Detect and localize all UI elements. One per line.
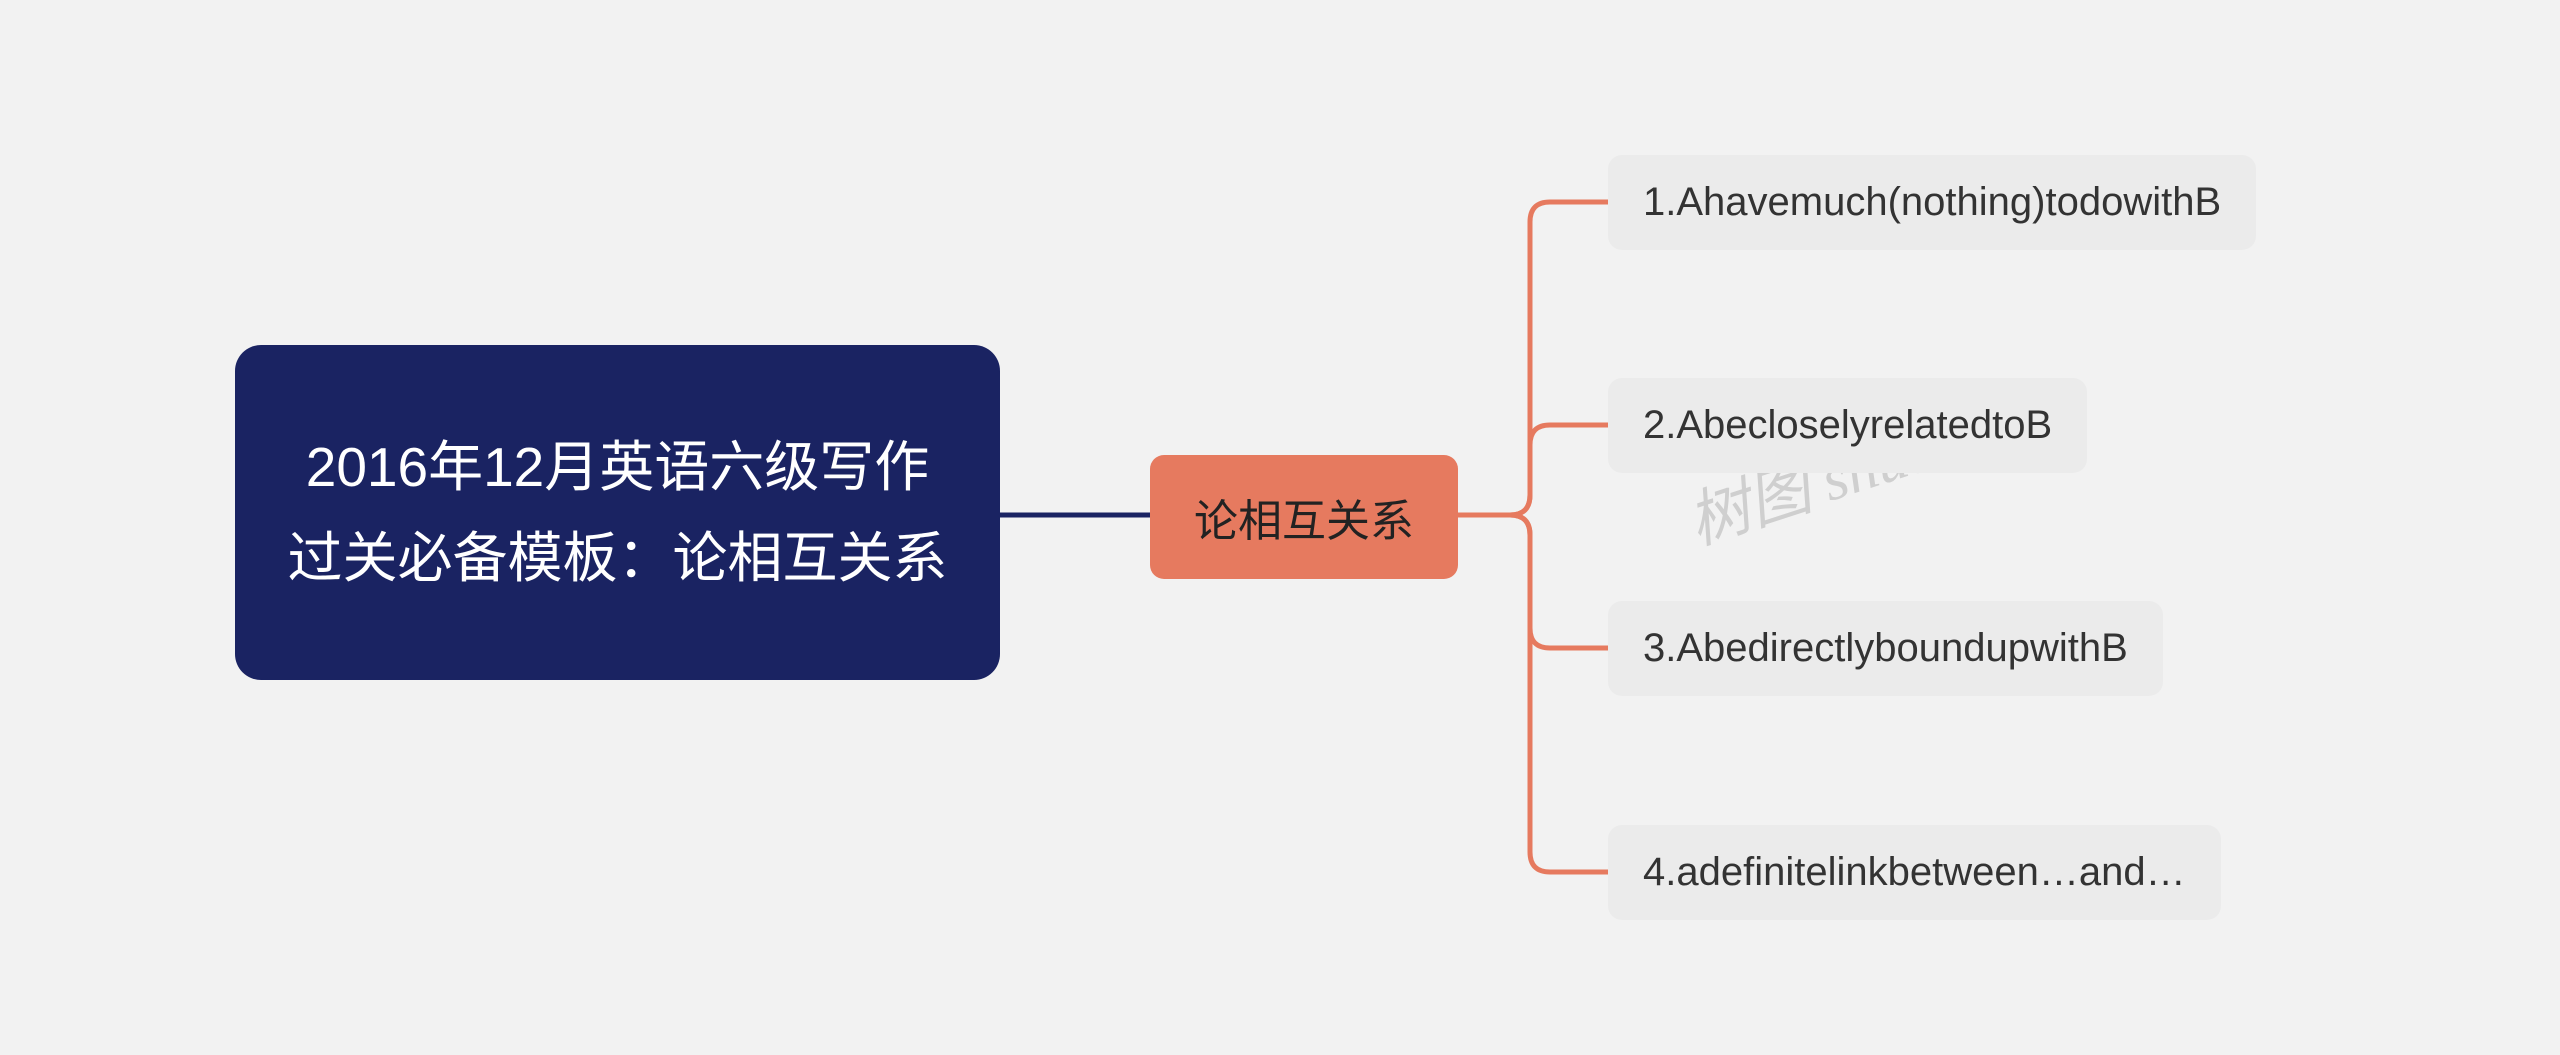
leaf-node-3[interactable]: 3.AbedirectlyboundupwithB — [1608, 601, 2163, 696]
connector-sub-leaf-3 — [1458, 515, 1608, 648]
connector-sub-leaf-1 — [1458, 202, 1608, 515]
leaf-text: 1.Ahavemuch(nothing)todowithB — [1643, 180, 2221, 225]
leaf-text: 4.adefinitelinkbetween…and… — [1643, 850, 2186, 895]
connector-sub-leaf-4 — [1458, 515, 1608, 872]
sub-node[interactable]: 论相互关系 — [1150, 455, 1458, 579]
leaf-node-1[interactable]: 1.Ahavemuch(nothing)todowithB — [1608, 155, 2256, 250]
root-node[interactable]: 2016年12月英语六级写作过关必备模板：论相互关系 — [235, 345, 1000, 680]
mindmap-container: 树图 shutu.cn 树图 shutu.cn 2016年12月英语六级写作过关… — [0, 0, 2560, 1055]
root-node-text: 2016年12月英语六级写作过关必备模板：论相互关系 — [285, 422, 950, 604]
sub-node-text: 论相互关系 — [1194, 485, 1414, 549]
leaf-text: 2.AbecloselyrelatedtoB — [1643, 403, 2052, 448]
leaf-node-2[interactable]: 2.AbecloselyrelatedtoB — [1608, 378, 2087, 473]
leaf-node-4[interactable]: 4.adefinitelinkbetween…and… — [1608, 825, 2221, 920]
leaf-text: 3.AbedirectlyboundupwithB — [1643, 626, 2128, 671]
connector-sub-leaf-2 — [1458, 425, 1608, 515]
